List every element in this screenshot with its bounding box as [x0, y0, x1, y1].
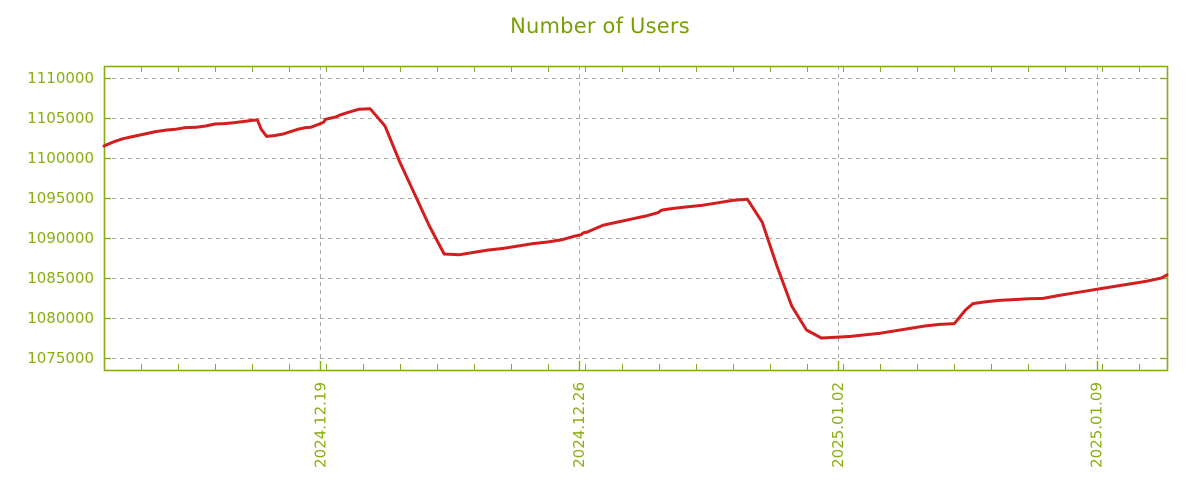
y-axis-tick-label: 1090000	[27, 229, 94, 247]
x-axis-tick-labels: 2024.12.19 2024.12.26 2025.01.02 2025.01.09	[311, 382, 1105, 468]
major-tick-marks	[104, 77, 1167, 370]
plot-border	[103, 65, 1169, 372]
y-axis-tick-labels: 1075000 1080000 1085000 1090000 1095000 11000…	[27, 69, 94, 367]
series-line-number-of-users	[102, 107, 1169, 340]
x-axis-tick-label: 2025.01.09	[1088, 382, 1106, 468]
x-axis-tick-label: 2025.01.02	[829, 382, 847, 468]
axis-frame	[103, 65, 1169, 372]
series-line-1	[102, 107, 1169, 340]
y-axis-tick-label: 1080000	[27, 309, 94, 327]
chart-title: Number of Users	[510, 14, 690, 38]
y-axis-tick-label: 1095000	[27, 189, 94, 207]
x-axis-tick-label: 2024.12.19	[311, 382, 329, 468]
y-axis-tick-label: 1100000	[27, 149, 94, 167]
gridlines	[104, 66, 1167, 370]
y-axis-tick-label: 1105000	[27, 109, 94, 127]
minor-tick-marks	[104, 66, 1140, 370]
y-axis-tick-label: 1075000	[27, 349, 94, 367]
x-axis-tick-label: 2024.12.26	[570, 382, 588, 468]
y-axis-tick-label: 1110000	[27, 69, 94, 87]
y-axis-tick-label: 1085000	[27, 269, 94, 287]
